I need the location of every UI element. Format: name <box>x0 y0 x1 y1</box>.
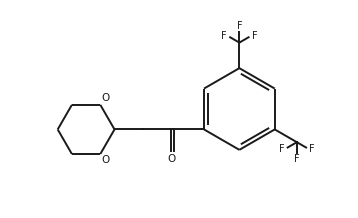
Text: F: F <box>237 20 242 31</box>
Text: F: F <box>279 144 284 154</box>
Text: F: F <box>309 144 315 154</box>
Text: F: F <box>252 31 257 41</box>
Text: O: O <box>167 153 175 164</box>
Text: O: O <box>101 155 110 165</box>
Text: O: O <box>101 93 110 103</box>
Text: F: F <box>294 154 300 164</box>
Text: F: F <box>221 31 227 41</box>
